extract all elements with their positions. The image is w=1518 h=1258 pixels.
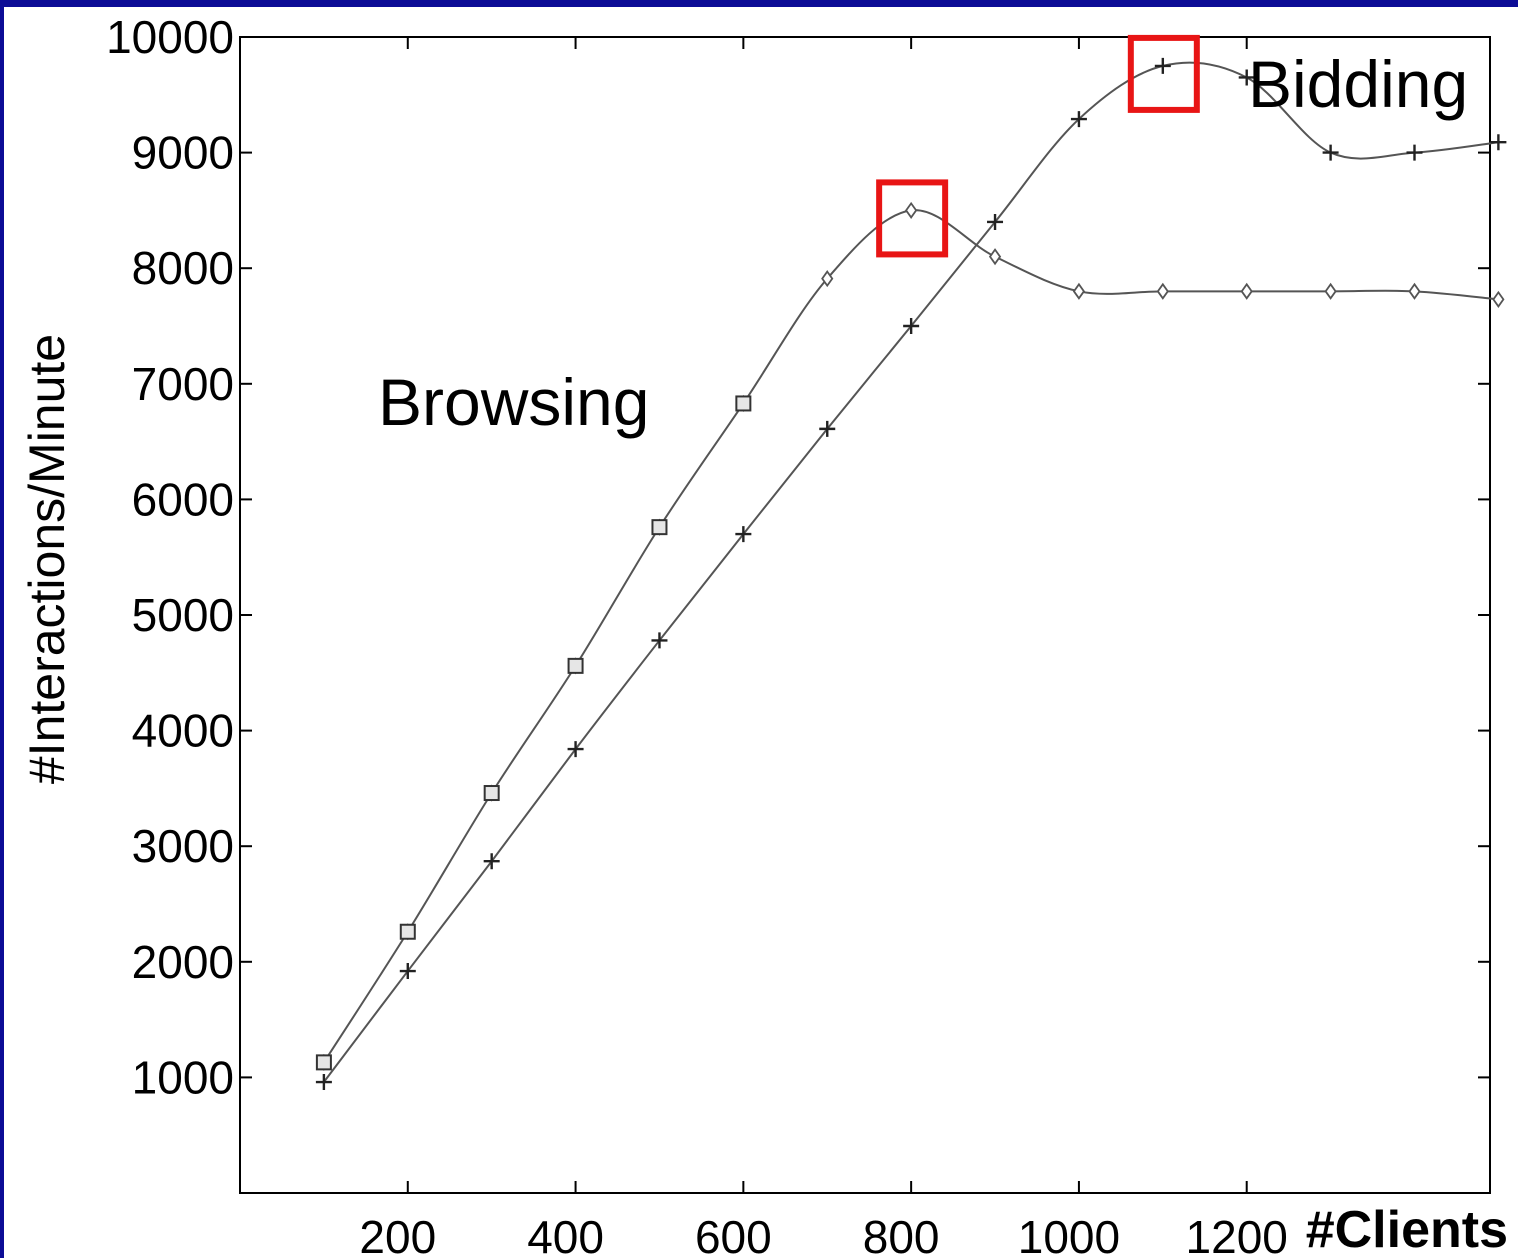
data-point-diamond (821, 270, 834, 288)
data-point-diamond (1324, 282, 1337, 300)
x-tick-label: 800 (863, 1211, 940, 1258)
y-tick-label: 4000 (132, 705, 234, 757)
series-bidding (315, 57, 1507, 1091)
y-tick-label: 8000 (132, 242, 234, 294)
y-axis-label: #Interactions/Minute (19, 334, 75, 784)
data-point-square (399, 923, 416, 940)
y-tick-label: 3000 (132, 820, 234, 872)
data-point-plus (903, 318, 920, 334)
data-point-diamond (1156, 282, 1169, 300)
series-line-bidding (323, 61, 1499, 1083)
data-point-plus (315, 1074, 332, 1091)
data-point-diamond (1072, 282, 1086, 300)
chart-frame: 200 400 600 800 1000 1200 1000 2000 3000 4000 500… (4, 7, 1518, 1258)
data-point-diamond (1492, 290, 1505, 308)
x-axis-label: #Clients (1306, 1201, 1508, 1258)
data-point-diamond (1240, 282, 1253, 300)
data-point-plus (1070, 111, 1087, 128)
y-tick-label: 5000 (132, 589, 234, 641)
data-point-plus (1406, 144, 1423, 161)
data-point-plus (1322, 144, 1339, 161)
data-point-plus (399, 963, 416, 980)
x-axis-ticks: 200 400 600 800 1000 1200 (359, 37, 1288, 1258)
data-point-square (567, 657, 584, 674)
data-point-diamond (905, 201, 918, 219)
line-chart: 200 400 600 800 1000 1200 1000 2000 3000 4000 500… (19, 11, 1508, 1258)
y-tick-label: 6000 (132, 473, 234, 525)
x-tick-label: 1200 (1186, 1211, 1288, 1258)
data-point-square (315, 1054, 332, 1071)
browsing-annotation: Browsing (378, 365, 649, 439)
y-tick-label: 2000 (132, 936, 234, 988)
peak-highlight-box (1127, 34, 1200, 113)
data-point-plus (483, 853, 500, 870)
data-point-plus (567, 741, 584, 758)
y-tick-label: 7000 (132, 358, 234, 410)
series-group (315, 57, 1507, 1091)
data-point-plus (1238, 69, 1255, 86)
data-point-plus (651, 632, 668, 649)
data-point-diamond (988, 248, 1002, 266)
data-point-plus (819, 420, 836, 437)
x-tick-label: 400 (527, 1211, 604, 1258)
data-point-plus (987, 213, 1004, 230)
y-tick-label: 9000 (132, 127, 234, 179)
x-tick-label: 1000 (1018, 1211, 1120, 1258)
data-point-square (651, 519, 668, 536)
x-tick-label: 600 (695, 1211, 772, 1258)
bidding-annotation: Bidding (1248, 47, 1468, 121)
data-point-diamond (1408, 282, 1421, 300)
y-axis-ticks: 1000 2000 3000 4000 5000 6000 7000 8000 9000 1000… (106, 11, 1490, 1103)
plot-area (239, 36, 1491, 1194)
x-tick-label: 200 (359, 1211, 436, 1258)
y-tick-label: 10000 (106, 11, 234, 63)
data-point-square (483, 785, 500, 802)
peak-highlights (876, 34, 1200, 258)
data-point-plus (1154, 57, 1171, 74)
peak-highlight-box (876, 179, 949, 258)
data-point-plus (735, 526, 752, 543)
series-browsing (315, 201, 1505, 1071)
data-point-plus (1490, 134, 1507, 151)
axes (239, 36, 1491, 1194)
y-tick-label: 1000 (132, 1051, 234, 1103)
data-point-square (735, 395, 752, 412)
series-line-browsing (323, 209, 1499, 1063)
